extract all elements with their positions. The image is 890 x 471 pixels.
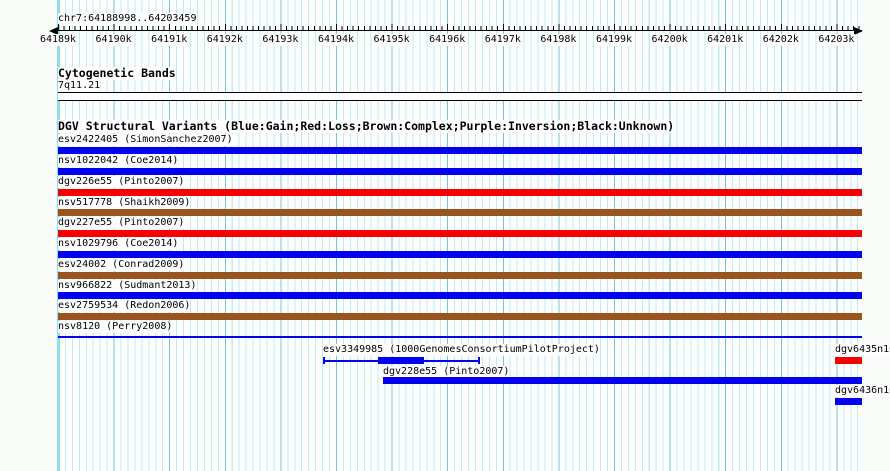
variant-label-nsv517778[interactable]: nsv517778 (Shaikh2009) — [58, 197, 191, 209]
variant-line-nsv8120[interactable] — [58, 336, 862, 338]
variant-label-nsv966822[interactable]: nsv966822 (Sudmant2013) — [58, 280, 197, 292]
dgv-section-title: DGV Structural Variants (Blue:Gain;Red:L… — [58, 119, 675, 133]
ruler-tick-label: 64201k — [707, 34, 744, 46]
variant-label-esv3349985[interactable]: esv3349985 (1000GenomesConsortiumPilotPr… — [323, 344, 600, 356]
variant-label-nsv1029796[interactable]: nsv1029796 (Coe2014) — [58, 238, 179, 250]
variant-label-esv24002[interactable]: esv24002 (Conrad2009) — [58, 259, 185, 271]
variant-bar-nsv1029796[interactable] — [58, 251, 862, 258]
ruler-tick-label: 64195k — [373, 34, 410, 46]
variant-label-esv2759534[interactable]: esv2759534 (Redon2006) — [58, 300, 191, 312]
variant-bar-nsv966822[interactable] — [58, 292, 862, 299]
cytoband-name: 7q11.21 — [58, 80, 101, 92]
ruler-tick-label: 64202k — [762, 34, 799, 46]
variant-label-dgv227e55[interactable]: dgv227e55 (Pinto2007) — [58, 217, 185, 229]
variant-range-start-tick-esv3349985[interactable] — [323, 357, 325, 364]
variant-label-dgv6435n10[interactable]: dgv6435n10 — [835, 344, 890, 356]
variant-label-dgv6436n10[interactable]: dgv6436n10 — [835, 385, 890, 397]
variant-bar-esv3349985[interactable] — [378, 357, 424, 364]
variant-bar-dgv226e55[interactable] — [58, 189, 862, 196]
variant-label-esv2422405[interactable]: esv2422405 (SimonSanchez2007) — [58, 134, 233, 146]
variant-bar-esv2422405[interactable] — [58, 147, 862, 154]
ruler-tick-label: 64192k — [206, 34, 243, 46]
variant-bar-dgv228e55[interactable] — [383, 377, 862, 384]
variant-label-nsv8120[interactable]: nsv8120 (Perry2008) — [58, 321, 173, 333]
ruler-major-ticks — [58, 24, 862, 30]
variant-label-dgv226e55[interactable]: dgv226e55 (Pinto2007) — [58, 176, 185, 188]
variant-bar-dgv6435n10[interactable] — [835, 357, 862, 364]
variant-bar-nsv517778[interactable] — [58, 209, 862, 216]
ruler-tick-label: 64191k — [151, 34, 188, 46]
variant-bar-dgv227e55[interactable] — [58, 230, 862, 237]
region-title: chr7:64188998..64203459 — [58, 13, 197, 25]
ruler-tick-label: 64196k — [429, 34, 466, 46]
ruler-tick-label: 64199k — [595, 34, 633, 46]
ruler-tick-label: 64200k — [651, 34, 688, 46]
ruler-tick-label: 64198k — [540, 34, 577, 46]
variant-label-dgv228e55[interactable]: dgv228e55 (Pinto2007) — [383, 366, 510, 378]
ruler-tick-label: 64203k — [818, 34, 855, 46]
ruler-tick-label: 64193k — [262, 34, 299, 46]
variant-bar-esv2759534[interactable] — [58, 313, 862, 320]
ruler-tick-label: 64190k — [95, 34, 132, 46]
ruler-arrow-left-icon — [49, 27, 58, 35]
variant-bar-esv24002[interactable] — [58, 272, 862, 279]
ruler-arrow-right-icon — [854, 27, 863, 35]
variant-bar-nsv1022042[interactable] — [58, 168, 862, 175]
ruler-tick-label: 64189k — [39, 34, 77, 46]
variant-bar-dgv6436n10[interactable] — [835, 398, 862, 405]
ruler-tick-label: 64194k — [317, 34, 355, 46]
ruler-line — [58, 30, 862, 31]
cytoband-track[interactable] — [58, 92, 862, 101]
ruler-tick-label: 64197k — [484, 34, 521, 46]
variant-range-end-tick-esv3349985[interactable] — [478, 357, 480, 364]
variant-label-nsv1022042[interactable]: nsv1022042 (Coe2014) — [58, 155, 179, 167]
cytobands-section-title: Cytogenetic Bands — [58, 66, 176, 80]
